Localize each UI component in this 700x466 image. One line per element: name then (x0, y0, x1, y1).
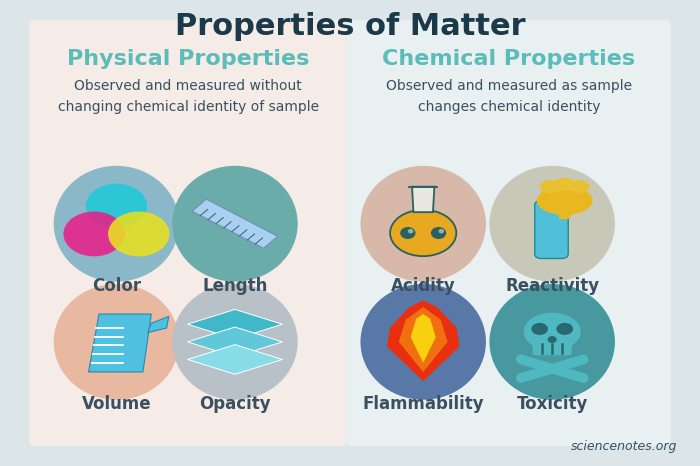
Ellipse shape (431, 227, 446, 239)
Ellipse shape (390, 210, 456, 256)
Ellipse shape (554, 178, 576, 191)
Ellipse shape (556, 323, 573, 335)
FancyBboxPatch shape (533, 338, 572, 355)
Polygon shape (411, 314, 436, 363)
Ellipse shape (489, 166, 615, 281)
Text: Length: Length (202, 277, 267, 295)
Polygon shape (399, 307, 447, 372)
Ellipse shape (540, 180, 562, 193)
Ellipse shape (360, 166, 486, 281)
FancyBboxPatch shape (346, 20, 671, 446)
Ellipse shape (524, 313, 581, 350)
Polygon shape (188, 345, 282, 374)
Text: Chemical Properties: Chemical Properties (382, 49, 636, 69)
Ellipse shape (360, 284, 486, 400)
Text: Properties of Matter: Properties of Matter (175, 13, 525, 41)
Ellipse shape (108, 212, 169, 256)
FancyBboxPatch shape (29, 20, 346, 446)
Text: Reactivity: Reactivity (505, 277, 599, 295)
Ellipse shape (54, 284, 179, 400)
Text: Observed and measured as sample
changes chemical identity: Observed and measured as sample changes … (386, 79, 632, 114)
FancyBboxPatch shape (535, 200, 568, 259)
Ellipse shape (54, 166, 179, 281)
Polygon shape (148, 316, 169, 333)
Ellipse shape (489, 284, 615, 400)
Text: Flammability: Flammability (363, 395, 484, 413)
Ellipse shape (172, 166, 298, 281)
Polygon shape (188, 309, 282, 339)
Text: Opacity: Opacity (199, 395, 271, 413)
Ellipse shape (438, 229, 444, 233)
Ellipse shape (172, 284, 298, 400)
Ellipse shape (408, 229, 414, 233)
Ellipse shape (537, 186, 593, 215)
Ellipse shape (531, 323, 548, 335)
Ellipse shape (64, 212, 125, 256)
Text: sciencenotes.org: sciencenotes.org (571, 440, 678, 453)
Text: Toxicity: Toxicity (517, 395, 588, 413)
Text: Physical Properties: Physical Properties (67, 49, 309, 69)
Text: Observed and measured without
changing chemical identity of sample: Observed and measured without changing c… (57, 79, 318, 114)
Polygon shape (193, 199, 278, 248)
Polygon shape (412, 187, 435, 212)
Text: Volume: Volume (82, 395, 151, 413)
Ellipse shape (86, 184, 147, 228)
Ellipse shape (568, 180, 590, 193)
Polygon shape (387, 300, 459, 381)
Polygon shape (188, 327, 282, 356)
Ellipse shape (547, 336, 556, 343)
Text: Acidity: Acidity (391, 277, 456, 295)
Ellipse shape (400, 227, 416, 239)
Text: Color: Color (92, 277, 141, 295)
Polygon shape (88, 314, 151, 372)
Polygon shape (556, 201, 573, 219)
